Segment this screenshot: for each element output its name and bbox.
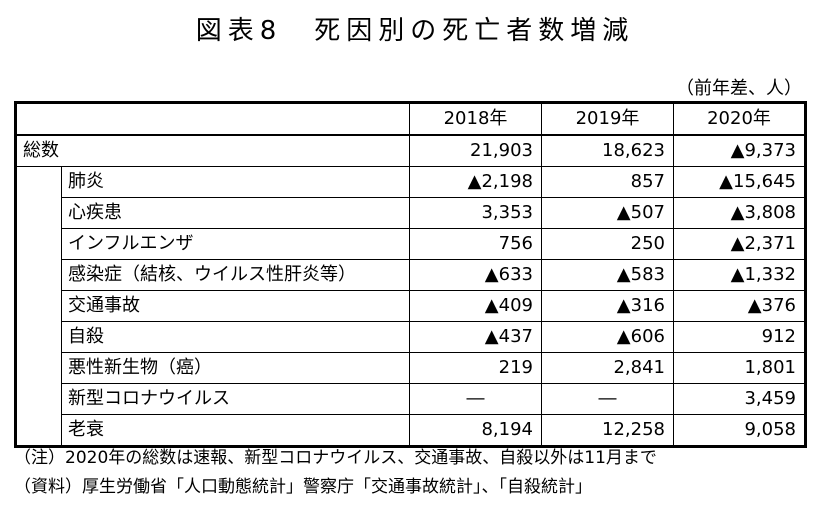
table-cell: ▲1,332 xyxy=(673,259,806,291)
column-header: 2020年 xyxy=(673,102,806,136)
table-row: 悪性新生物（癌） 219 2,841 1,801 xyxy=(16,352,806,384)
table-cell: 3,459 xyxy=(673,383,806,415)
table-row: 肺炎 ▲2,198 857 ▲15,645 xyxy=(15,166,806,447)
row-label: インフルエンザ xyxy=(61,228,410,260)
table-cell: ▲606 xyxy=(541,321,674,353)
row-label: 交通事故 xyxy=(61,290,410,322)
row-label: 肺炎 xyxy=(61,166,410,198)
table-row: 新型コロナウイルス ― ― 3,459 xyxy=(16,383,806,415)
table-cell: 250 xyxy=(541,228,674,260)
table-cell: 2,841 xyxy=(541,352,674,384)
table-cell: ▲409 xyxy=(409,290,542,322)
table-cell: 756 xyxy=(409,228,542,260)
table-row: 心疾患 3,353 ▲507 ▲3,808 xyxy=(16,197,806,229)
table-cell: 9,058 xyxy=(673,414,806,447)
table-cell: 1,801 xyxy=(673,352,806,384)
row-label: 自殺 xyxy=(61,321,410,353)
table-cell: ▲3,808 xyxy=(673,197,806,229)
table-cell: ▲376 xyxy=(673,290,806,322)
row-label: 新型コロナウイルス xyxy=(61,383,410,415)
table-cell: 912 xyxy=(673,321,806,353)
unit-note: （前年差、人） xyxy=(676,78,802,99)
row-label: 老衰 xyxy=(61,414,410,447)
table-row: 自殺 ▲437 ▲606 912 xyxy=(16,321,806,353)
table-cell: ― xyxy=(541,383,674,415)
table-cell: 18,623 xyxy=(541,134,674,167)
table-cell: ― xyxy=(409,383,542,415)
row-label: 悪性新生物（癌） xyxy=(61,352,410,384)
table-cell: ▲633 xyxy=(409,259,542,291)
table-cell: ▲583 xyxy=(541,259,674,291)
column-header: 2018年 xyxy=(409,102,542,136)
table-cell: ▲15,645 xyxy=(673,166,806,198)
table-cell: ▲316 xyxy=(541,290,674,322)
table-row: 交通事故 ▲409 ▲316 ▲376 xyxy=(16,290,806,322)
footnotes: （注）2020年の総数は速報、新型コロナウイルス、交通事故、自殺以外は11月まで… xyxy=(14,444,657,502)
column-header: 2019年 xyxy=(541,102,674,136)
table-row: インフルエンザ 756 250 ▲2,371 xyxy=(16,228,806,260)
table-row: 老衰 8,194 12,258 9,058 xyxy=(16,414,806,447)
table-cell: ▲507 xyxy=(541,197,674,229)
table-cell: 857 xyxy=(541,166,674,198)
table-header-row: 2018年 2019年 2020年 xyxy=(15,102,806,136)
row-label: 総数 xyxy=(15,134,410,167)
table-cell: ▲437 xyxy=(409,321,542,353)
row-label: 感染症（結核、ウイルス性肝炎等） xyxy=(61,259,410,291)
indent-spacer xyxy=(15,166,62,447)
source-line: （資料）厚生労働省「人口動態統計」警察庁「交通事故統計」、「自殺統計」 xyxy=(14,477,592,497)
table-row: 感染症（結核、ウイルス性肝炎等） ▲633 ▲583 ▲1,332 xyxy=(16,259,806,291)
header-corner xyxy=(15,102,410,136)
table-cell: 219 xyxy=(409,352,542,384)
table-cell: 3,353 xyxy=(409,197,542,229)
row-label: 心疾患 xyxy=(61,197,410,229)
table-cell: 21,903 xyxy=(409,134,542,167)
page-title: 図表8 死因別の死亡者数増減 xyxy=(195,16,635,46)
table-cell: ▲2,371 xyxy=(673,228,806,260)
note-line: （注）2020年の総数は速報、新型コロナウイルス、交通事故、自殺以外は11月まで xyxy=(14,448,657,468)
table-cell: 8,194 xyxy=(409,414,542,447)
table-cell: ▲2,198 xyxy=(409,166,542,198)
table-cell: 12,258 xyxy=(541,414,674,447)
table-row-total: 総数 21,903 18,623 ▲9,373 xyxy=(15,134,806,167)
table-cell: ▲9,373 xyxy=(673,134,806,167)
death-cause-table: 2018年 2019年 2020年 総数 21,903 18,623 ▲9,37… xyxy=(14,101,807,448)
